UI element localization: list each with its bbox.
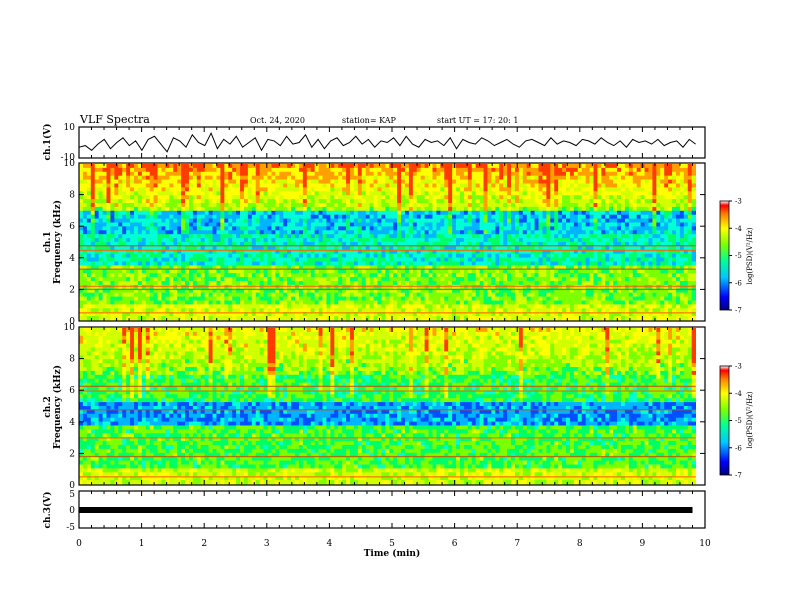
colorbar-tick-label: -5 (735, 252, 742, 260)
date-label: Oct. 24, 2020 (250, 116, 305, 125)
x-tick-label: 8 (577, 539, 583, 549)
ch1-ytick-bottom: -10 (61, 153, 76, 163)
ch1-ytick-top: 10 (64, 123, 76, 133)
colorbar-tick-label: -6 (735, 279, 742, 287)
colorbar-tick-label: -7 (735, 472, 742, 480)
ch1-colorbar-label: log(PSD)(V²/Hz) (746, 227, 754, 284)
colorbar-tick-label: -4 (735, 225, 742, 233)
x-tick-label: 3 (264, 539, 270, 549)
figure-title: VLF Spectra (79, 113, 150, 126)
x-tick-label: 6 (452, 539, 458, 549)
ch1-waveform-line (78, 131, 696, 153)
x-tick-label: 9 (640, 539, 646, 549)
x-tick-label: 5 (389, 539, 395, 549)
x-tick-label: 7 (514, 539, 520, 549)
ch1-spectrogram-image (79, 164, 697, 321)
ch3-waveform-panel: 5 0 -5 ch.3(V) 0 1 2 3 4 5 6 7 8 9 10 Time (min) (42, 490, 711, 559)
x-tick-label: 4 (327, 539, 333, 549)
ch1-ylabel: ch.1(V) (42, 124, 53, 161)
x-tick-label: 10 (699, 539, 711, 549)
ch2-spectrogram-image (79, 328, 697, 485)
ch3-ytick-top: 5 (69, 490, 75, 500)
colorbar-tick-label: -7 (735, 307, 742, 315)
ch2-colorbar (719, 365, 730, 476)
spec-ytick-label: 8 (69, 191, 75, 201)
ch1-spectrogram-ylabel-frequency: Frequency (kHz) (52, 200, 63, 284)
ch1-colorbar (719, 200, 730, 311)
spec-ytick-label: 6 (69, 222, 75, 232)
x-axis-label: Time (min) (364, 548, 421, 559)
colorbar-tick-label: -5 (735, 417, 742, 425)
colorbar-tick-label: -6 (735, 444, 742, 452)
spec-ytick-label: 2 (69, 449, 75, 459)
ch3-ylabel: ch.3(V) (42, 492, 53, 529)
ch3-ytick-bottom: -5 (66, 523, 75, 533)
x-tick-label: 0 (76, 539, 82, 549)
x-tick-label: 2 (201, 539, 207, 549)
spec-ytick-label: 10 (64, 323, 76, 333)
spec-ytick-label: 8 (69, 355, 75, 365)
spec-ytick-label: 0 (69, 317, 75, 327)
ch2-spectrogram-ylabel-frequency: Frequency (kHz) (52, 365, 63, 449)
ch3-waveform-band (79, 507, 693, 513)
ch3-ytick-mid: 0 (69, 506, 75, 516)
spec-ytick-label: 2 (69, 285, 75, 295)
colorbar-tick-label: -3 (735, 198, 742, 206)
spec-ytick-label: 4 (69, 418, 75, 428)
spec-ytick-label: 6 (69, 386, 75, 396)
spec-ytick-label: 4 (69, 254, 75, 264)
x-tick-label: 1 (139, 539, 145, 549)
colorbar-tick-label: -3 (735, 363, 742, 371)
colorbar-tick-label: -4 (735, 390, 742, 398)
ch1-spectrogram-ylabel-channel: ch.1 (43, 231, 53, 252)
start-time-label: start UT = 17: 20: 1 (437, 116, 518, 125)
spec-ytick-label: 10 (64, 159, 76, 169)
spec-ytick-label: 0 (69, 481, 75, 491)
ch2-spectrogram-ylabel-channel: ch.2 (43, 396, 53, 417)
station-label: station= KAP (342, 116, 397, 125)
ch2-colorbar-label: log(PSD)(V²/Hz) (746, 391, 754, 448)
